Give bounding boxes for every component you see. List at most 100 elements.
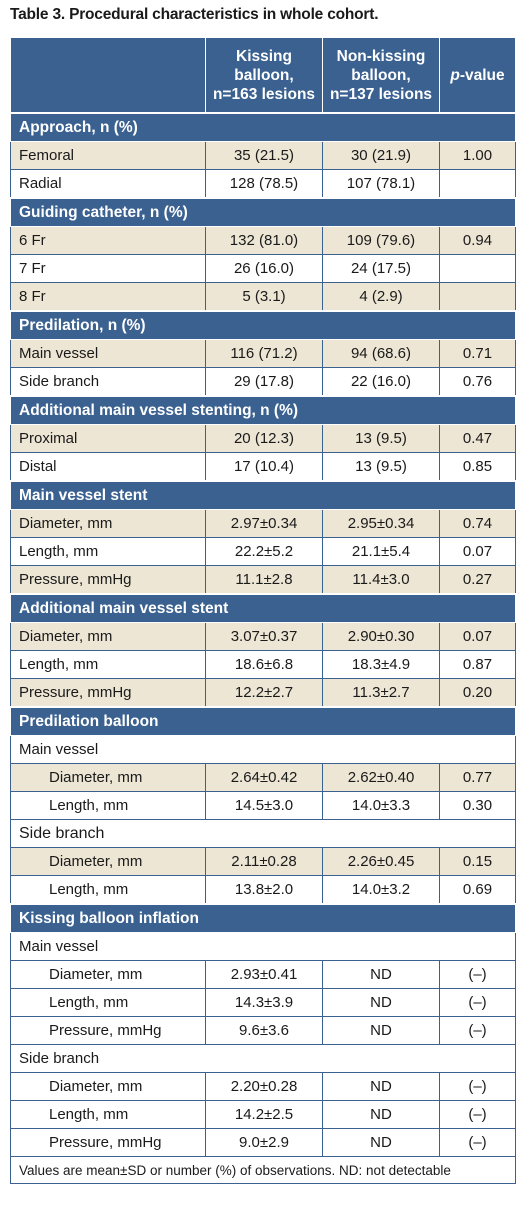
table-row: Diameter, mm 3.07±0.37 2.90±0.30 0.07 bbox=[10, 622, 516, 651]
non-kissing-value: 13 (9.5) bbox=[322, 452, 440, 482]
procedural-characteristics-table: Kissing balloon, n=163 lesions Non-kissi… bbox=[10, 37, 516, 1184]
p-value: 0.87 bbox=[439, 650, 516, 679]
non-kissing-value: 14.0±3.2 bbox=[322, 875, 440, 905]
kissing-value: 5 (3.1) bbox=[205, 282, 323, 312]
non-kissing-value: 94 (68.6) bbox=[322, 339, 440, 368]
non-kissing-value: ND bbox=[322, 988, 440, 1017]
table-row: Distal 17 (10.4) 13 (9.5) 0.85 bbox=[10, 452, 516, 482]
row-label: Pressure, mmHg bbox=[10, 678, 206, 708]
row-label: Femoral bbox=[10, 141, 206, 170]
kissing-value: 11.1±2.8 bbox=[205, 565, 323, 595]
table-row: Femoral 35 (21.5) 30 (21.9) 1.00 bbox=[10, 141, 516, 170]
non-kissing-value: ND bbox=[322, 1072, 440, 1101]
p-value: (–) bbox=[439, 1100, 516, 1129]
header-nonkissing-line3: n=137 lesions bbox=[329, 85, 433, 103]
row-label: 7 Fr bbox=[10, 254, 206, 283]
kissing-value: 128 (78.5) bbox=[205, 169, 323, 199]
section-header-row: Additional main vessel stenting, n (%) bbox=[10, 395, 516, 425]
kissing-value: 2.93±0.41 bbox=[205, 960, 323, 989]
header-kissing-line3: n=163 lesions bbox=[212, 85, 316, 103]
kissing-value: 9.6±3.6 bbox=[205, 1016, 323, 1045]
non-kissing-value: 2.95±0.34 bbox=[322, 509, 440, 538]
p-value: 0.69 bbox=[439, 875, 516, 905]
row-label: Radial bbox=[10, 169, 206, 199]
table-row: Diameter, mm 2.20±0.28 ND (–) bbox=[10, 1072, 516, 1101]
p-value: 1.00 bbox=[439, 141, 516, 170]
row-label: Proximal bbox=[10, 424, 206, 453]
table-row: Length, mm 18.6±6.8 18.3±4.9 0.87 bbox=[10, 650, 516, 679]
non-kissing-value: 11.3±2.7 bbox=[322, 678, 440, 708]
non-kissing-value: ND bbox=[322, 1128, 440, 1157]
row-label: Length, mm bbox=[10, 988, 206, 1017]
section-title: Main vessel stent bbox=[10, 480, 516, 510]
p-value: (–) bbox=[439, 1072, 516, 1101]
header-kissing-line2: balloon, bbox=[234, 66, 294, 84]
non-kissing-value: ND bbox=[322, 1100, 440, 1129]
kissing-value: 18.6±6.8 bbox=[205, 650, 323, 679]
p-value: 0.76 bbox=[439, 367, 516, 397]
header-kissing-balloon: Kissing balloon, n=163 lesions bbox=[205, 37, 323, 114]
table-row: Length, mm 14.5±3.0 14.0±3.3 0.30 bbox=[10, 791, 516, 820]
row-label: 6 Fr bbox=[10, 226, 206, 255]
p-value bbox=[439, 282, 516, 312]
row-label: Length, mm bbox=[10, 650, 206, 679]
kissing-value: 2.20±0.28 bbox=[205, 1072, 323, 1101]
header-kissing-line1: Kissing bbox=[236, 47, 292, 65]
p-value: 0.07 bbox=[439, 622, 516, 651]
table-row: Pressure, mmHg 11.1±2.8 11.4±3.0 0.27 bbox=[10, 565, 516, 595]
p-value: 0.20 bbox=[439, 678, 516, 708]
subgroup-row: Side branch bbox=[10, 1044, 516, 1073]
subgroup-label: Side branch bbox=[10, 1044, 516, 1073]
subgroup-row: Side branch bbox=[10, 819, 516, 848]
kissing-value: 132 (81.0) bbox=[205, 226, 323, 255]
non-kissing-value: 13 (9.5) bbox=[322, 424, 440, 453]
table-row: Diameter, mm 2.97±0.34 2.95±0.34 0.74 bbox=[10, 509, 516, 538]
p-value: 0.27 bbox=[439, 565, 516, 595]
section-title: Kissing balloon inflation bbox=[10, 903, 516, 933]
kissing-value: 9.0±2.9 bbox=[205, 1128, 323, 1157]
row-label: Diameter, mm bbox=[10, 622, 206, 651]
kissing-value: 20 (12.3) bbox=[205, 424, 323, 453]
p-value: 0.94 bbox=[439, 226, 516, 255]
kissing-value: 14.3±3.9 bbox=[205, 988, 323, 1017]
non-kissing-value: 11.4±3.0 bbox=[322, 565, 440, 595]
row-label: Diameter, mm bbox=[10, 847, 206, 876]
row-label: Side branch bbox=[10, 367, 206, 397]
header-p-italic: p bbox=[450, 66, 460, 84]
non-kissing-value: 2.90±0.30 bbox=[322, 622, 440, 651]
subgroup-row: Main vessel bbox=[10, 932, 516, 961]
p-value: 0.74 bbox=[439, 509, 516, 538]
table-row: Main vessel 116 (71.2) 94 (68.6) 0.71 bbox=[10, 339, 516, 368]
kissing-value: 13.8±2.0 bbox=[205, 875, 323, 905]
non-kissing-value: 18.3±4.9 bbox=[322, 650, 440, 679]
non-kissing-value: 4 (2.9) bbox=[322, 282, 440, 312]
table-row: Diameter, mm 2.64±0.42 2.62±0.40 0.77 bbox=[10, 763, 516, 792]
subgroup-label: Side branch bbox=[10, 819, 516, 848]
table-row: Radial 128 (78.5) 107 (78.1) bbox=[10, 169, 516, 199]
section-header-row: Guiding catheter, n (%) bbox=[10, 197, 516, 227]
section-header-row: Kissing balloon inflation bbox=[10, 903, 516, 933]
subgroup-label: Main vessel bbox=[10, 735, 516, 764]
table-header-row: Kissing balloon, n=163 lesions Non-kissi… bbox=[10, 37, 516, 114]
header-nonkissing-line2: balloon, bbox=[351, 66, 411, 84]
kissing-value: 116 (71.2) bbox=[205, 339, 323, 368]
kissing-value: 3.07±0.37 bbox=[205, 622, 323, 651]
kissing-value: 14.2±2.5 bbox=[205, 1100, 323, 1129]
kissing-value: 22.2±5.2 bbox=[205, 537, 323, 566]
table-row: Length, mm 13.8±2.0 14.0±3.2 0.69 bbox=[10, 875, 516, 905]
section-title: Guiding catheter, n (%) bbox=[10, 197, 516, 227]
table-row: Pressure, mmHg 9.6±3.6 ND (–) bbox=[10, 1016, 516, 1045]
non-kissing-value: ND bbox=[322, 960, 440, 989]
kissing-value: 14.5±3.0 bbox=[205, 791, 323, 820]
header-blank-cell bbox=[10, 37, 206, 114]
non-kissing-value: 21.1±5.4 bbox=[322, 537, 440, 566]
footnote-row: Values are mean±SD or number (%) of obse… bbox=[10, 1156, 516, 1184]
p-value: 0.30 bbox=[439, 791, 516, 820]
section-title: Predilation balloon bbox=[10, 706, 516, 736]
section-header-row: Main vessel stent bbox=[10, 480, 516, 510]
section-title: Predilation, n (%) bbox=[10, 310, 516, 340]
p-value: 0.71 bbox=[439, 339, 516, 368]
kissing-value: 12.2±2.7 bbox=[205, 678, 323, 708]
row-label: Pressure, mmHg bbox=[10, 565, 206, 595]
non-kissing-value: 2.26±0.45 bbox=[322, 847, 440, 876]
